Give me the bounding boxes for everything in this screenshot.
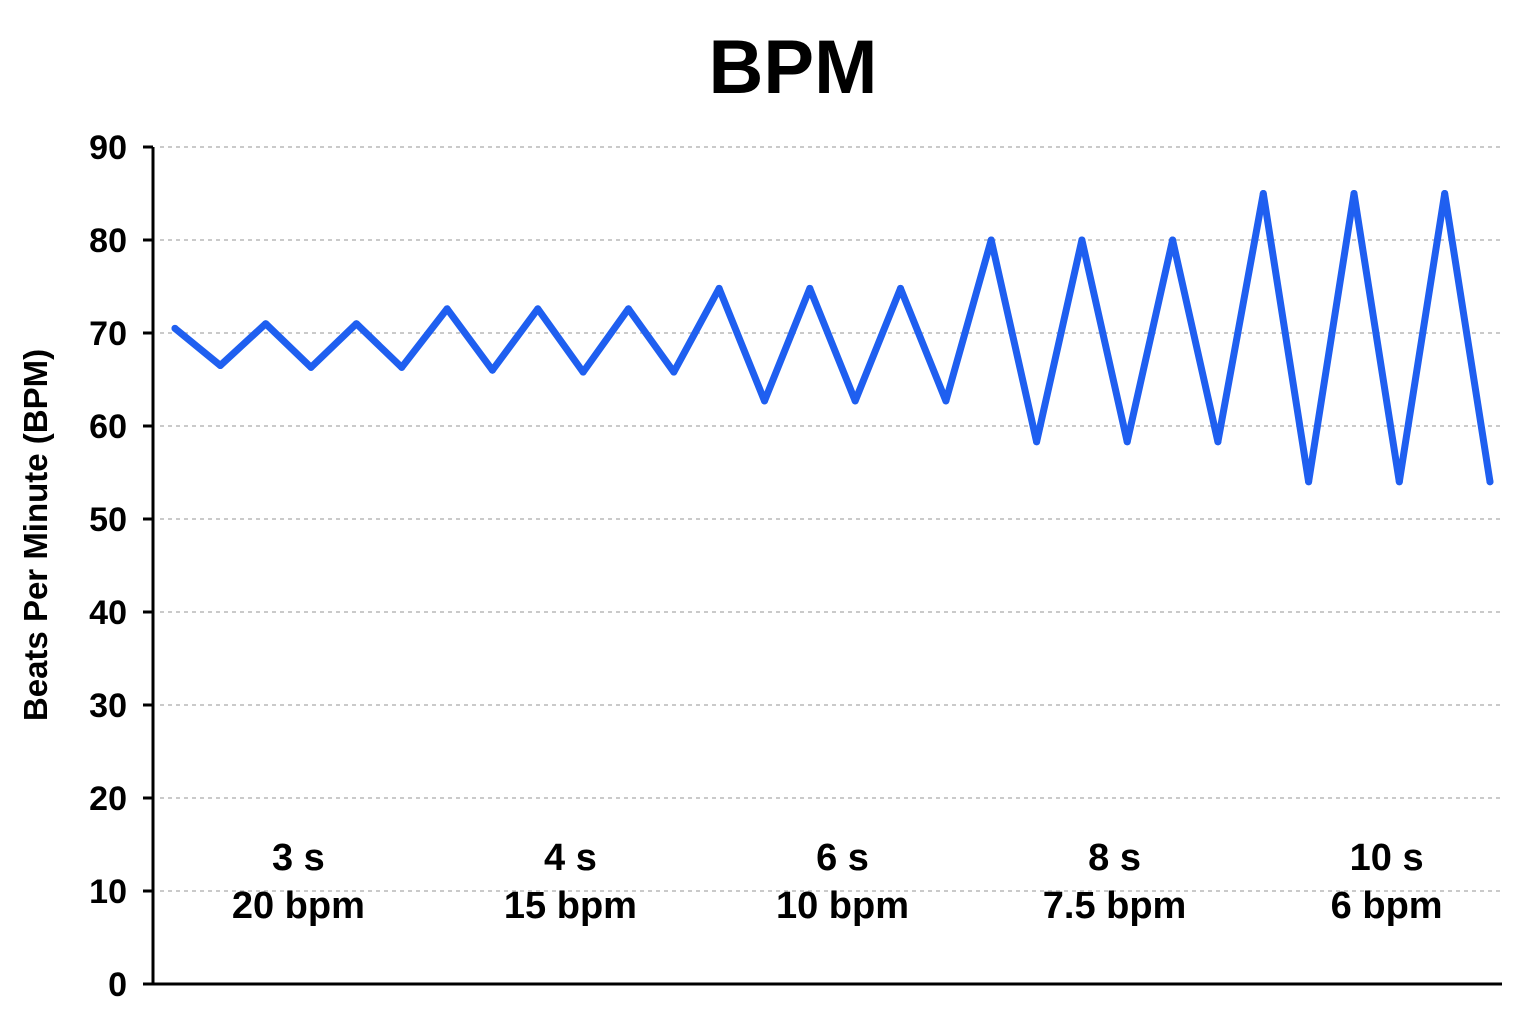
data-point [851,397,859,405]
data-point [1395,478,1403,486]
data-point [579,368,587,376]
data-point [398,363,406,371]
data-point [1259,190,1267,197]
segment-rate-label: 10 bpm [776,885,909,927]
data-point [1169,236,1177,244]
y-tick-label: 30 [89,687,127,725]
bpm-series-line [171,190,1494,486]
chart-title: BPM [709,25,878,110]
series-layer [171,190,1494,486]
segment-duration-label: 6 s [816,837,869,879]
data-point [897,284,905,292]
y-tick-label: 0 [108,966,127,1004]
y-tick-label: 90 [89,129,127,167]
segment-rate-label: 7.5 bpm [1043,885,1187,927]
y-tick-label: 10 [89,873,127,911]
y-tick-label: 50 [89,501,127,539]
data-point [1441,190,1449,197]
segment-rate-label: 15 bpm [504,885,637,927]
data-point [216,362,224,370]
data-point [1078,236,1086,244]
data-point [715,284,723,292]
data-point [1486,478,1494,486]
segment-duration-label: 3 s [272,837,325,879]
segment-duration-label: 10 s [1350,837,1424,879]
data-point [352,320,360,328]
data-point [534,305,542,313]
y-tick-label: 70 [89,315,127,353]
y-tick-label: 80 [89,222,127,260]
data-point [262,320,270,328]
data-point [488,366,496,374]
y-tick-label: 20 [89,780,127,818]
data-point [1033,438,1041,446]
segment-labels: 3 s 20 bpm 4 s 15 bpm 6 s 10 bpm 8 s 7.5 bpm 10 … [232,837,1443,927]
data-point [942,397,950,405]
segment-rate-label: 20 bpm [232,885,365,927]
data-point [1350,190,1358,197]
segment-duration-label: 8 s [1088,837,1141,879]
data-point [1214,438,1222,446]
data-point [624,305,632,313]
data-point [171,324,179,332]
y-axis-label: Beats Per Minute (BPM) [17,349,54,721]
data-point [670,368,678,376]
data-point [987,236,995,244]
data-point [1123,438,1131,446]
segment-duration-label: 4 s [544,837,597,879]
segment-rate-label: 6 bpm [1331,885,1443,927]
data-point [806,284,814,292]
y-tick-label: 40 [89,594,127,632]
data-point [443,305,451,313]
data-point [307,363,315,371]
gridlines [160,146,1502,892]
data-point [1305,478,1313,486]
data-point [760,397,768,405]
y-tick-label: 60 [89,408,127,446]
y-axis-ticks: 0 10 20 30 40 50 60 70 80 90 [89,129,153,1004]
